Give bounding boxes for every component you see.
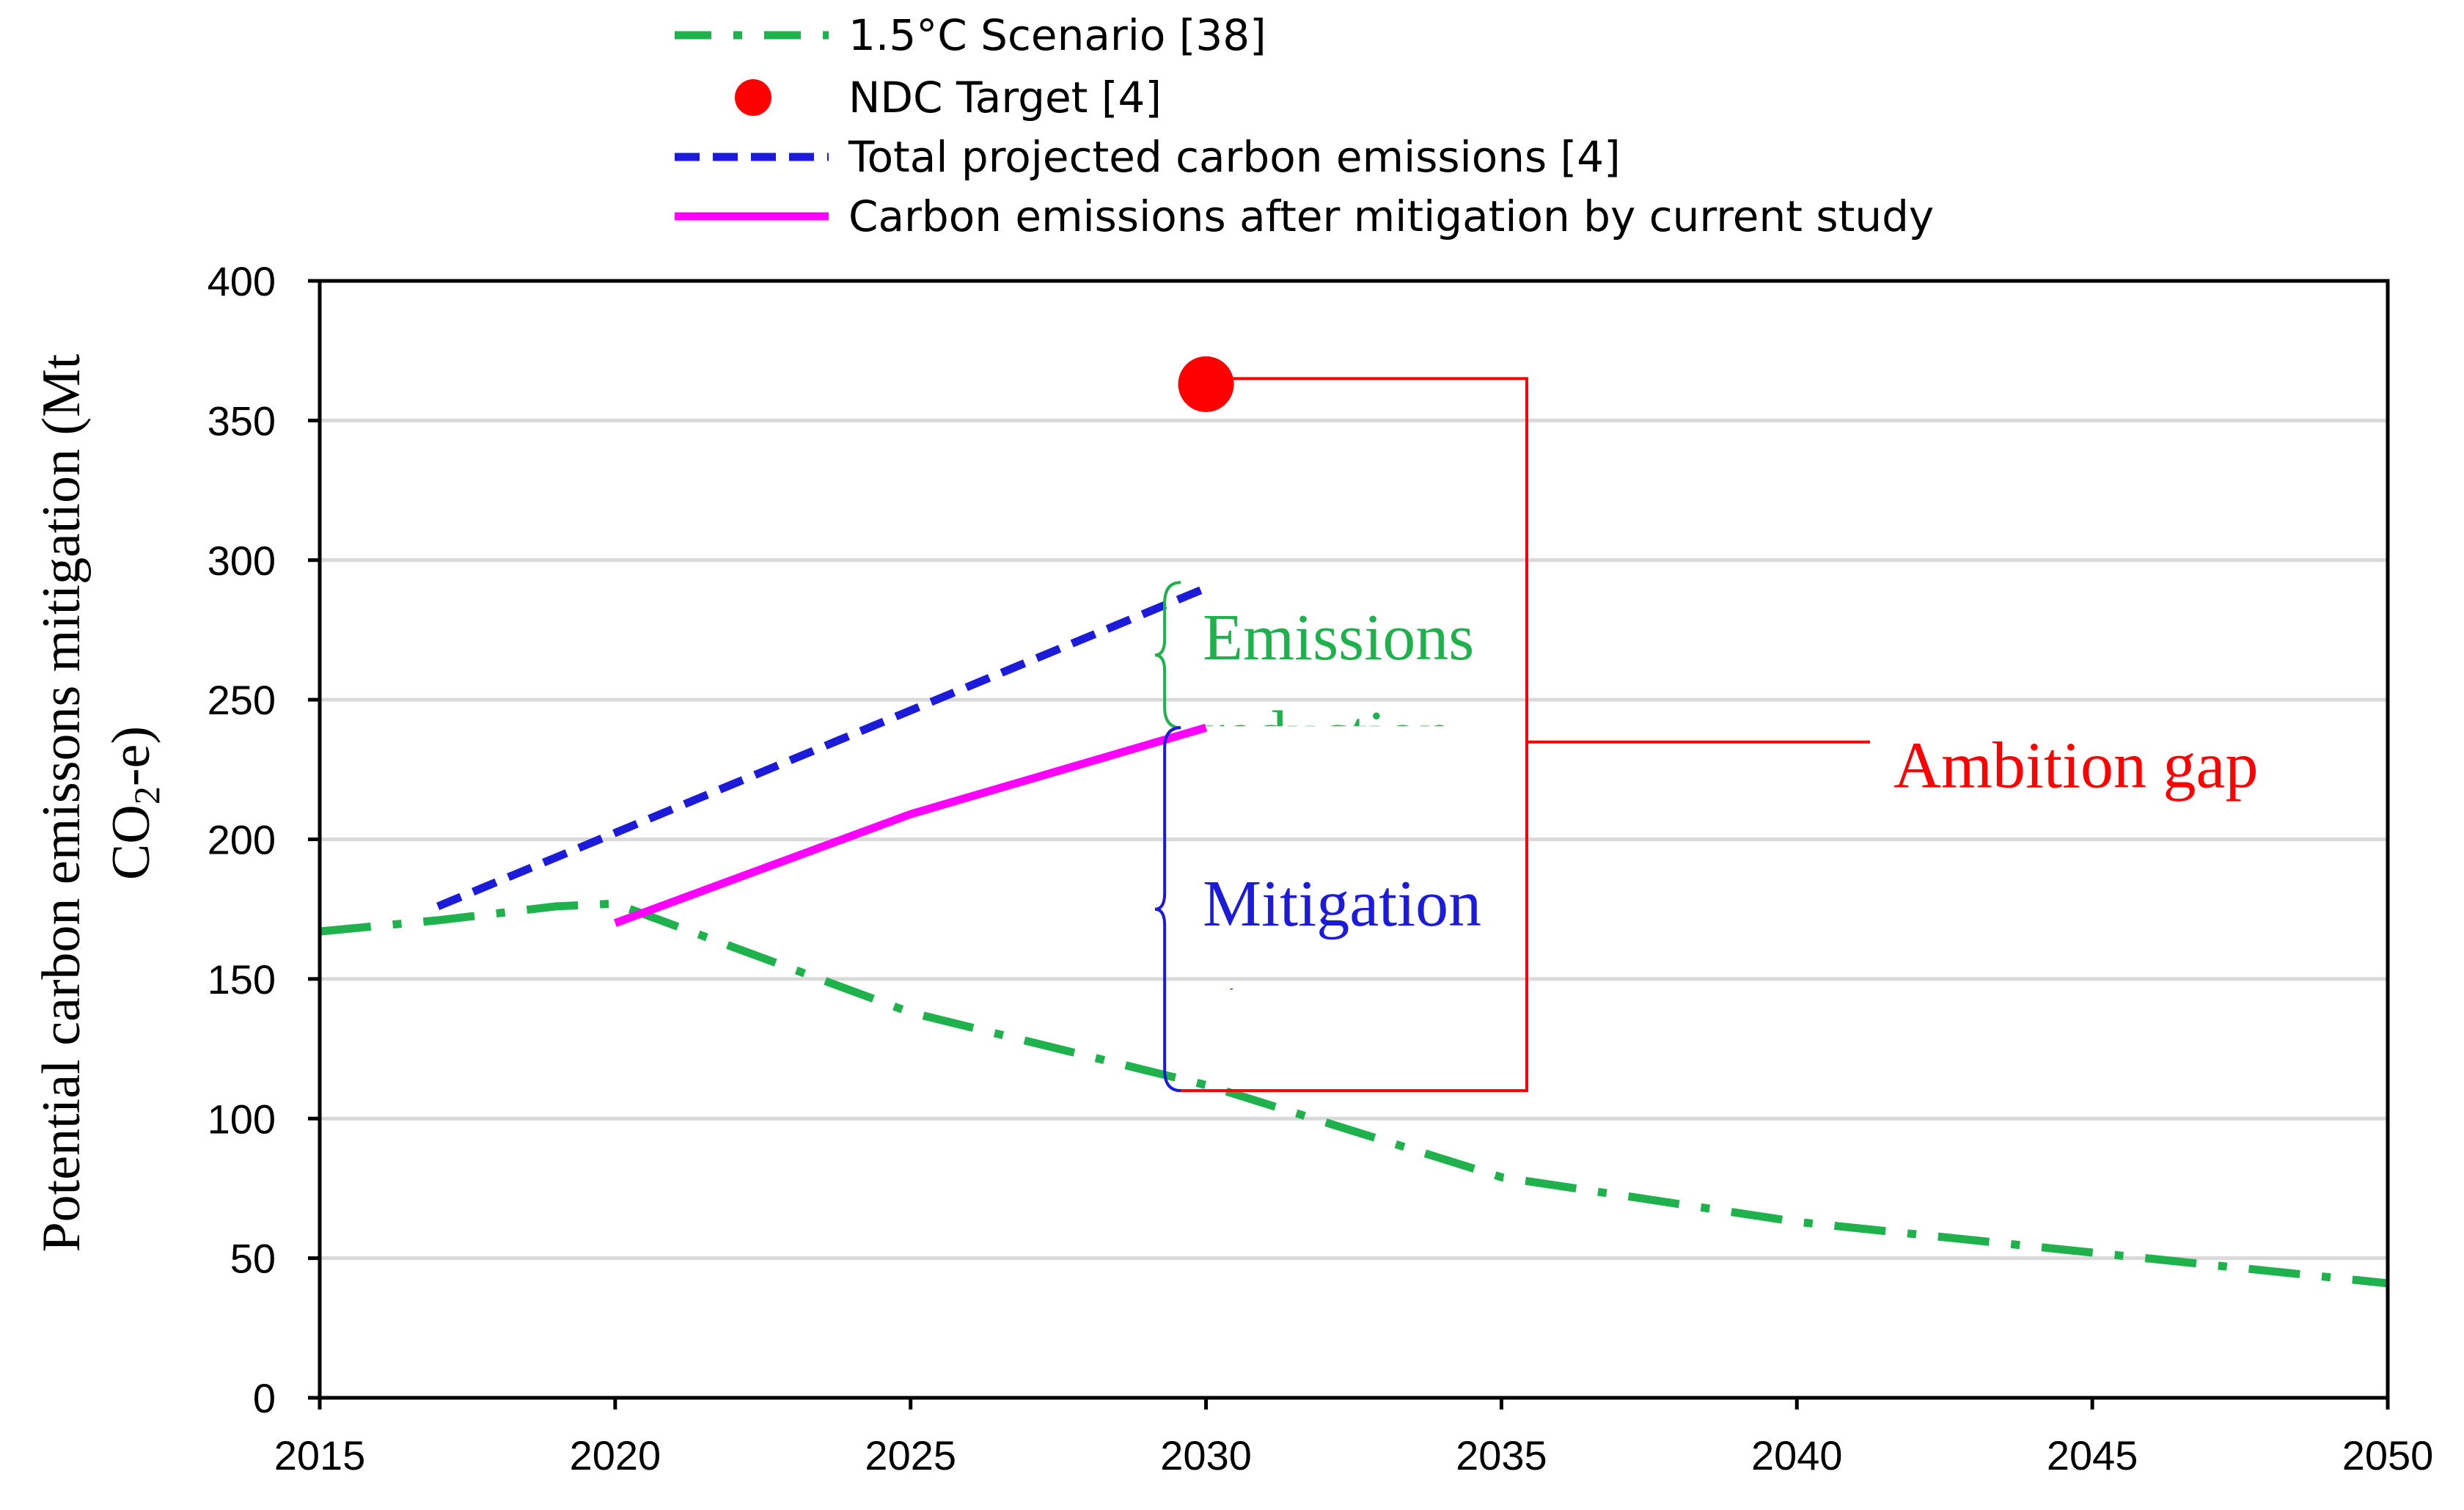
y-tick-label-400: 400 — [208, 258, 276, 304]
legend-item-total: Total projected carbon emissions [4] — [675, 132, 1621, 182]
emissions-reduction-label-line1: Emissions — [1203, 601, 1474, 674]
x-tick-label-2035: 2035 — [1456, 1432, 1547, 1478]
y-tick-label-250: 250 — [208, 677, 276, 723]
y-axis-ticks: 0 50 100 150 200 250 300 350 400 — [208, 258, 320, 1421]
legend-ndc-swatch — [735, 79, 771, 116]
legend-item-scenario: 1.5°C Scenario [38] — [675, 10, 1266, 60]
y-tick-label-150: 150 — [208, 956, 276, 1003]
y-axis-label: Potential carbon emissons mitigation (Mt… — [32, 353, 167, 1252]
y-tick-label-50: 50 — [230, 1236, 276, 1282]
legend-item-ndc: NDC Target [4] — [735, 73, 1162, 122]
legend-ndc-label: NDC Target [4] — [848, 73, 1162, 122]
ambition-gap-label: Ambition gap — [1893, 730, 2258, 802]
x-tick-label-2050: 2050 — [2342, 1432, 2434, 1478]
x-tick-label-2045: 2045 — [2047, 1432, 2138, 1478]
mitigation-gap-label-line1: Mitigation — [1203, 868, 1481, 940]
y-tick-label-0: 0 — [253, 1375, 276, 1421]
legend-total-label: Total projected carbon emissions [4] — [848, 132, 1621, 182]
series-total-projected-line — [436, 584, 1208, 910]
y-axis-label-line2: CO2-e) — [101, 726, 167, 880]
x-tick-label-2015: 2015 — [274, 1432, 366, 1478]
x-tick-label-2025: 2025 — [865, 1432, 956, 1478]
ambition-gap-bracket — [1176, 377, 1528, 1093]
y-tick-label-100: 100 — [208, 1096, 276, 1142]
emissions-reduction-label-line2: reduction — [1203, 698, 1452, 771]
legend-scenario-label: 1.5°C Scenario [38] — [848, 10, 1266, 60]
y-tick-label-200: 200 — [208, 817, 276, 863]
legend: 1.5°C Scenario [38] NDC Target [4] Total… — [675, 10, 1934, 241]
x-tick-label-2020: 2020 — [570, 1432, 661, 1478]
x-axis-ticks: 2015 2020 2025 2030 2035 2040 2045 2050 — [274, 1398, 2434, 1478]
legend-mitigated-label: Carbon emissions after mitigation by cur… — [848, 191, 1934, 241]
mitigation-gap-brace — [1154, 726, 1181, 1093]
legend-item-mitigated: Carbon emissions after mitigation by cur… — [675, 191, 1934, 241]
ndc-target-marker — [1178, 356, 1234, 412]
series-after-mitigation-line — [613, 723, 1208, 927]
y-tick-label-350: 350 — [208, 397, 276, 444]
x-tick-label-2040: 2040 — [1751, 1432, 1843, 1478]
y-tick-label-300: 300 — [208, 538, 276, 584]
y-axis-label-line1: Potential carbon emissons mitigation (Mt — [32, 353, 92, 1252]
grid-lines — [320, 418, 2388, 1261]
x-tick-label-2030: 2030 — [1160, 1432, 1252, 1478]
mitigation-gap-label-line2: gap — [1203, 964, 1298, 1037]
series-scenario-line — [319, 899, 2388, 1288]
